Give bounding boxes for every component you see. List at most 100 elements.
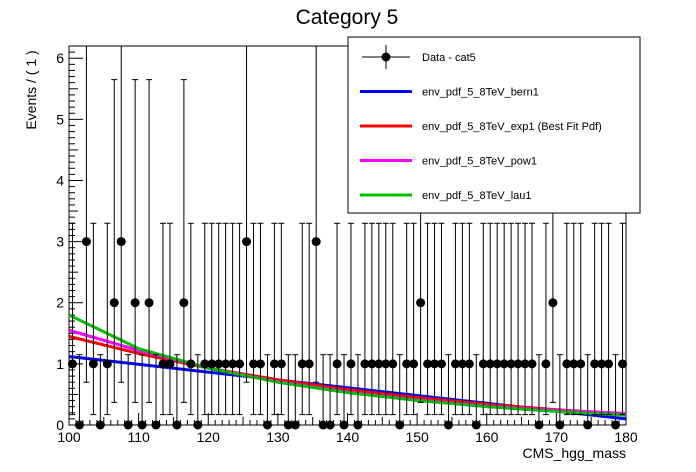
data-point [590, 222, 600, 416]
marker [555, 420, 565, 430]
data-point [450, 222, 460, 416]
legend-label: env_pdf_5_8TeV_pow1 [422, 156, 537, 168]
marker [214, 359, 224, 369]
y-tick-label: 6 [56, 50, 64, 66]
data-point [443, 354, 453, 430]
marker [485, 359, 495, 369]
data-point [409, 222, 419, 416]
data-point [423, 222, 433, 416]
marker [186, 359, 196, 369]
data-point [172, 354, 182, 430]
data-point [506, 222, 516, 416]
x-tick-label: 150 [405, 429, 429, 445]
marker [95, 420, 105, 430]
data-point [569, 222, 579, 416]
marker [590, 359, 600, 369]
data-point [179, 79, 189, 403]
data-point [464, 222, 474, 416]
legend-entry: Data - cat5 [362, 45, 476, 69]
data-point [367, 222, 377, 416]
marker [423, 359, 433, 369]
marker [81, 237, 91, 247]
marker [179, 298, 189, 308]
data-point [478, 222, 488, 416]
data-point [200, 222, 210, 416]
data-point [318, 354, 328, 430]
legend-entry: env_pdf_5_8TeV_pow1 [360, 156, 537, 168]
data-point [255, 222, 265, 416]
data-point [346, 222, 356, 416]
marker [221, 359, 231, 369]
y-tick-label: 3 [56, 234, 64, 250]
marker [165, 359, 175, 369]
data-point [235, 222, 245, 416]
data-point [597, 222, 607, 416]
marker [137, 420, 147, 430]
data-point [158, 222, 168, 416]
data-point [276, 222, 286, 416]
data-point [325, 354, 335, 430]
marker [583, 420, 593, 430]
marker [618, 359, 628, 369]
legend-marker [381, 52, 391, 62]
data-point [527, 222, 537, 416]
data-point [297, 222, 307, 416]
marker [360, 359, 370, 369]
marker [151, 420, 161, 430]
marker [276, 359, 286, 369]
data-point [151, 354, 161, 430]
data-point [74, 354, 84, 430]
data-point [304, 222, 314, 416]
marker [597, 359, 607, 369]
data-point [485, 222, 495, 416]
marker [311, 237, 321, 247]
marker [457, 359, 467, 369]
data-point [81, 46, 91, 383]
data-point [339, 354, 349, 430]
x-tick-label: 110 [127, 429, 150, 445]
data-point [562, 222, 572, 416]
data-point [193, 354, 203, 430]
data-point [353, 354, 363, 430]
marker [416, 298, 426, 308]
marker [450, 359, 460, 369]
legend-entry: env_pdf_5_8TeV_lau1 [360, 190, 531, 202]
marker [102, 359, 112, 369]
data-point [457, 222, 467, 416]
marker [576, 359, 586, 369]
marker [430, 359, 440, 369]
marker [242, 237, 252, 247]
marker [548, 298, 558, 308]
marker [332, 359, 342, 369]
data-point [513, 222, 523, 416]
x-tick-label: 120 [197, 429, 221, 445]
marker [492, 359, 502, 369]
marker [123, 420, 133, 430]
chart-title: Category 5 [296, 6, 399, 29]
data-point [555, 354, 565, 430]
data-point [130, 79, 140, 403]
data-point [269, 222, 279, 416]
marker [569, 359, 579, 369]
data-point [88, 222, 98, 416]
legend-label: env_pdf_5_8TeV_lau1 [422, 190, 531, 202]
marker [506, 359, 516, 369]
data-point [262, 354, 272, 430]
x-axis: 100 110 120 130 140 150 160 170 180 [57, 413, 638, 445]
x-tick-label: 170 [545, 429, 569, 445]
x-tick-label: 180 [614, 429, 638, 445]
data-point [583, 354, 593, 430]
marker [367, 359, 377, 369]
marker [297, 359, 307, 369]
data-point [67, 222, 77, 416]
marker [255, 359, 265, 369]
marker [409, 359, 419, 369]
data-point [611, 354, 621, 430]
fit-curves [68, 313, 627, 421]
marker [534, 420, 544, 430]
marker [353, 420, 363, 430]
marker [395, 420, 405, 430]
marker [604, 359, 614, 369]
fit-curve-2 [68, 334, 627, 416]
data-points [67, 46, 628, 430]
